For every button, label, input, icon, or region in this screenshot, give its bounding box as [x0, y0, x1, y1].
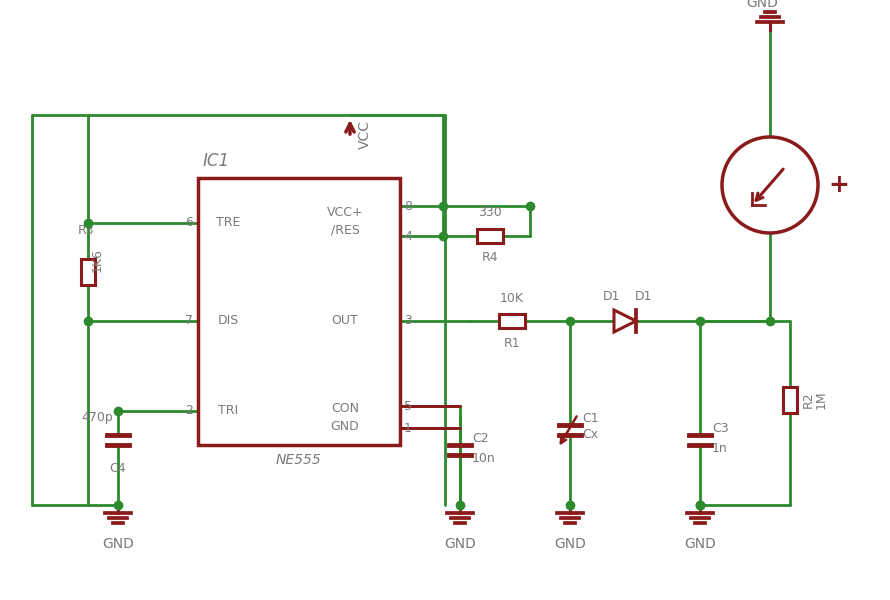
Text: GND: GND: [746, 0, 778, 10]
Text: C2: C2: [472, 431, 489, 445]
Text: VCC+: VCC+: [327, 206, 363, 220]
Text: GND: GND: [330, 419, 360, 433]
Text: TRI: TRI: [218, 404, 238, 418]
Text: 2: 2: [185, 404, 193, 418]
Text: 6: 6: [185, 217, 193, 229]
Text: C1: C1: [582, 412, 599, 425]
Text: 10K: 10K: [500, 292, 524, 305]
Text: 330: 330: [478, 206, 502, 219]
Text: GND: GND: [444, 537, 476, 551]
Text: DIS: DIS: [217, 314, 239, 328]
Bar: [81, 259, 95, 285]
Bar: [198, 178, 400, 445]
Bar: [499, 314, 525, 328]
Text: CON: CON: [331, 401, 359, 415]
Text: 7: 7: [185, 314, 193, 328]
Bar: [783, 387, 797, 413]
Text: IC1: IC1: [203, 152, 231, 170]
Text: R3: R3: [77, 224, 94, 237]
Text: 8: 8: [404, 199, 412, 212]
Text: C3: C3: [712, 421, 729, 434]
Text: 470p: 470p: [81, 412, 113, 425]
Text: 10n: 10n: [472, 451, 496, 464]
Text: 1M: 1M: [815, 391, 828, 409]
Text: D1: D1: [635, 290, 651, 303]
Text: 1n: 1n: [712, 442, 728, 455]
Text: GND: GND: [102, 537, 134, 551]
Text: NE555: NE555: [276, 453, 322, 467]
Text: C4: C4: [109, 462, 126, 475]
Text: TRE: TRE: [215, 217, 240, 229]
Text: D1: D1: [603, 290, 620, 303]
Text: R2: R2: [802, 392, 815, 409]
Text: 4: 4: [404, 229, 412, 242]
Text: R4: R4: [481, 251, 498, 264]
Text: GND: GND: [554, 537, 586, 551]
Text: 3: 3: [404, 314, 412, 328]
Text: OUT: OUT: [332, 314, 359, 328]
Text: GND: GND: [684, 537, 716, 551]
Text: 1: 1: [404, 421, 412, 434]
Text: 5: 5: [404, 400, 412, 413]
Bar: [477, 229, 503, 243]
Text: R1: R1: [504, 337, 521, 350]
Circle shape: [722, 137, 818, 233]
Text: /RES: /RES: [330, 223, 360, 236]
Text: Cx: Cx: [582, 428, 598, 442]
Polygon shape: [614, 310, 636, 332]
Text: +: +: [828, 173, 849, 197]
Text: 1K6: 1K6: [91, 248, 103, 272]
Text: VCC: VCC: [358, 120, 372, 149]
